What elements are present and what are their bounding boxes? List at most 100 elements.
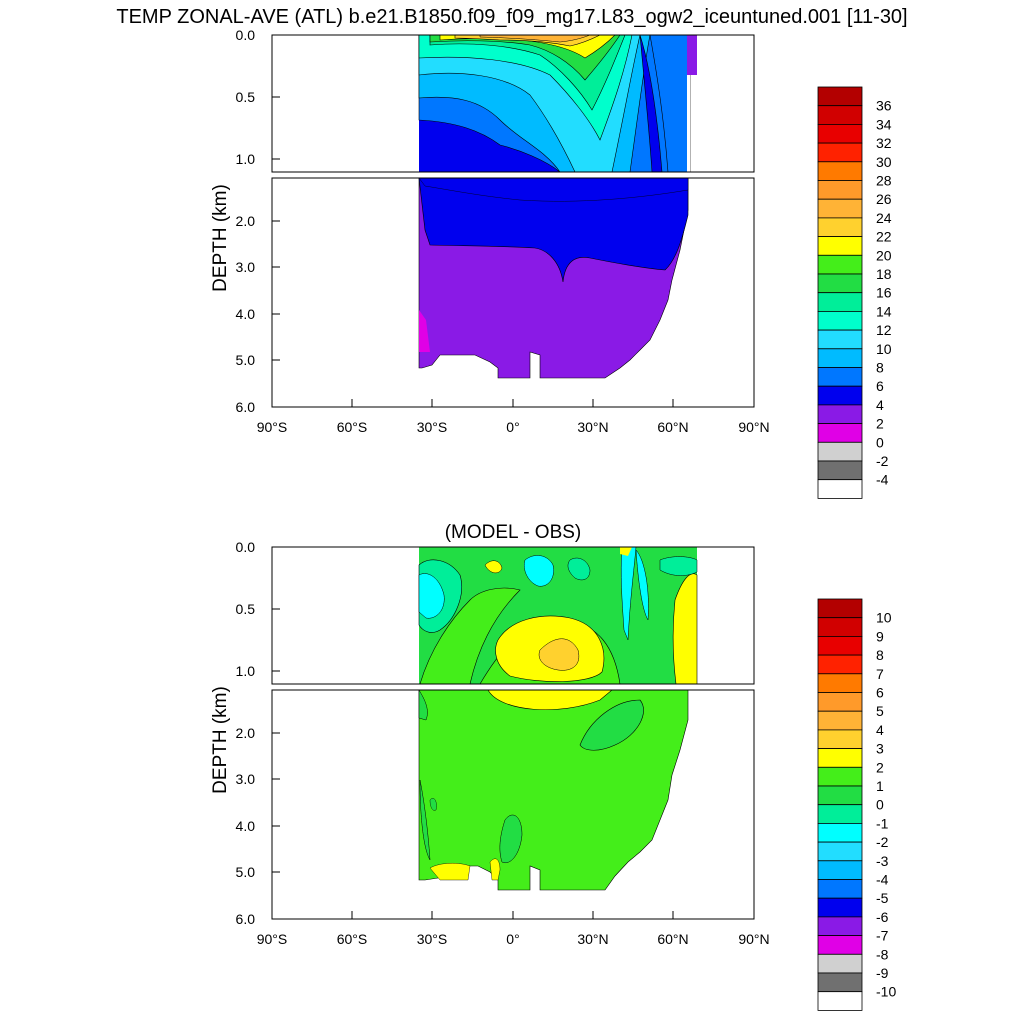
colorbar-swatch (817, 972, 863, 993)
panel1-upper-field (418, 35, 697, 172)
colorbar-swatch (817, 953, 863, 974)
colorbar-swatch (817, 385, 863, 406)
colorbar-label: -5 (876, 890, 889, 906)
colorbar-swatch (817, 766, 863, 787)
panel2-subtitle: (MODEL - OBS) (444, 522, 582, 543)
colorbar-label: 6 (876, 378, 884, 394)
colorbar-swatch (817, 804, 863, 824)
colorbar-swatch (817, 348, 863, 368)
y-tick: 5.0 (236, 864, 256, 880)
colorbar-label: 8 (876, 647, 884, 663)
colorbar-swatch (817, 86, 863, 107)
x-tick: 90°N (738, 419, 769, 435)
colorbar-swatch (817, 897, 863, 918)
colorbar-label: 36 (876, 98, 892, 114)
colorbar-swatch (817, 636, 863, 656)
x-tick: 0° (506, 419, 519, 435)
colorbar-swatch (817, 254, 863, 275)
colorbar-label: -8 (876, 946, 889, 962)
y-tick: 6.0 (236, 911, 256, 927)
y-tick: 4.0 (236, 306, 256, 322)
colorbar-label: 24 (876, 210, 892, 226)
panel2-ylabel: DEPTH (km) (210, 686, 231, 794)
panel1-y-axis: 0.0 0.5 1.0 2.0 3.0 4.0 5.0 6.0 (236, 27, 256, 415)
colorbar-swatch (817, 273, 863, 294)
y-tick: 1.0 (236, 151, 256, 167)
y-tick: 2.0 (236, 213, 256, 229)
colorbar-swatch (817, 329, 863, 350)
colorbar-label: -1 (876, 815, 889, 831)
panel2-upper-field (418, 547, 698, 684)
x-tick: 60°N (657, 931, 688, 947)
colorbar-label: -2 (876, 834, 889, 850)
colorbar-label: 26 (876, 191, 892, 207)
colorbar-label: -3 (876, 853, 889, 869)
colorbar-swatch (817, 785, 863, 806)
colorbar-label: 30 (876, 154, 892, 170)
panel2-lower-field (418, 690, 689, 891)
colorbar-label: -4 (876, 472, 889, 488)
panel2-y-axis: 0.0 0.5 1.0 2.0 3.0 4.0 5.0 6.0 (236, 539, 256, 927)
y-tick: 1.0 (236, 663, 256, 679)
x-tick: 60°S (337, 931, 368, 947)
colorbar-label: 10 (876, 610, 892, 626)
colorbar-label: 34 (876, 116, 892, 132)
y-tick: 3.0 (236, 259, 256, 275)
colorbar-swatch (817, 710, 863, 731)
x-tick: 60°N (657, 419, 688, 435)
figure-title: TEMP ZONAL-AVE (ATL) b.e21.B1850.f09_f09… (116, 6, 908, 28)
colorbar-swatch (817, 404, 863, 424)
colorbar-label: 5 (876, 703, 884, 719)
colorbar-label: -6 (876, 909, 889, 925)
colorbar-label: 32 (876, 135, 892, 151)
colorbar-swatch (817, 654, 863, 675)
colorbar-swatch (817, 916, 863, 937)
y-tick: 0.0 (236, 539, 256, 555)
y-tick: 4.0 (236, 818, 256, 834)
x-tick: 30°N (577, 931, 608, 947)
colorbar-swatch (817, 991, 863, 1011)
colorbar-label: -2 (876, 453, 889, 469)
colorbar-label: 7 (876, 666, 884, 682)
y-tick: 6.0 (236, 399, 256, 415)
x-tick: 0° (506, 931, 519, 947)
colorbar-swatch (817, 598, 863, 619)
colorbar-label: 8 (876, 360, 884, 376)
colorbar-swatch (817, 729, 863, 750)
x-tick: 30°N (577, 419, 608, 435)
y-tick: 3.0 (236, 771, 256, 787)
colorbar-label: 6 (876, 685, 884, 701)
colorbar-swatch (817, 823, 863, 843)
colorbar-swatch (817, 673, 863, 693)
colorbar-swatch (817, 841, 863, 862)
colorbar-label: -10 (876, 984, 896, 1000)
colorbar-label: 0 (876, 434, 884, 450)
colorbar-swatch (817, 217, 863, 237)
colorbar-swatch (817, 617, 863, 637)
colorbar-swatch (817, 236, 863, 256)
colorbar-swatch (817, 198, 863, 219)
y-tick: 5.0 (236, 352, 256, 368)
x-tick: 30°S (417, 419, 448, 435)
colorbar-swatch (817, 124, 863, 144)
colorbar-label: 12 (876, 322, 892, 338)
colorbar-label: 9 (876, 628, 884, 644)
colorbar-swatch (817, 180, 863, 200)
colorbar-label: -9 (876, 965, 889, 981)
colorbar-label: 0 (876, 797, 884, 813)
colorbar-label: 14 (876, 303, 892, 319)
colorbar-label: -7 (876, 928, 889, 944)
panel1-ylabel: DEPTH (km) (210, 184, 231, 292)
colorbar-label: 4 (876, 722, 884, 738)
colorbar-label: -4 (876, 872, 889, 888)
y-tick: 0.0 (236, 27, 256, 43)
colorbar-swatch (817, 460, 863, 481)
x-tick: 30°S (417, 931, 448, 947)
colorbar-swatch (817, 748, 863, 768)
colorbar-label: 16 (876, 285, 892, 301)
colorbar-swatch (817, 292, 863, 312)
colorbar-swatch (817, 310, 863, 331)
colorbar-swatch (817, 935, 863, 955)
